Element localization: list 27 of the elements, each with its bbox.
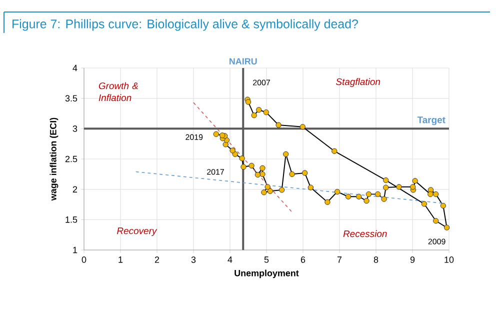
x-tick-label: 5 bbox=[264, 256, 269, 263]
annotation: Recovery bbox=[117, 228, 158, 236]
y-tick-label: 2.5 bbox=[65, 156, 78, 162]
annotation: Stagflation bbox=[336, 78, 380, 87]
x-tick-label: 4 bbox=[228, 256, 232, 263]
x-tick-label: 1 bbox=[118, 256, 123, 263]
x-tick-label: 8 bbox=[374, 256, 378, 263]
y-tick-label: 4 bbox=[72, 64, 78, 72]
y-tick-label: 1 bbox=[73, 246, 78, 254]
x-tick-label: 7 bbox=[337, 256, 342, 263]
y-tick-label: 3 bbox=[72, 125, 78, 132]
y-tick-label: 1.5 bbox=[66, 216, 78, 223]
ref-line-label: NAIRU bbox=[230, 58, 257, 64]
y-axis-title: wage inflation (ECI) bbox=[50, 118, 58, 201]
annotation: Recession bbox=[343, 230, 387, 238]
x-tick-label: 10 bbox=[444, 256, 454, 263]
x-tick-label: 0 bbox=[82, 256, 86, 263]
x-tick-label: 2 bbox=[154, 256, 160, 263]
x-axis-title: Unemployment bbox=[234, 270, 299, 278]
x-tick-label: 3 bbox=[191, 256, 196, 263]
annotation: Growth & Inflation bbox=[98, 82, 138, 102]
y-tick-label: 3.5 bbox=[65, 95, 78, 102]
y-tick-label: 2 bbox=[72, 186, 78, 192]
chart-title: Figure 7: Phillips curve: Biologically alive & symbolically dead? bbox=[12, 19, 358, 31]
ref-line-label: Target bbox=[417, 116, 446, 126]
x-tick-label: 9 bbox=[410, 256, 415, 263]
x-tick-label: 6 bbox=[300, 256, 306, 263]
